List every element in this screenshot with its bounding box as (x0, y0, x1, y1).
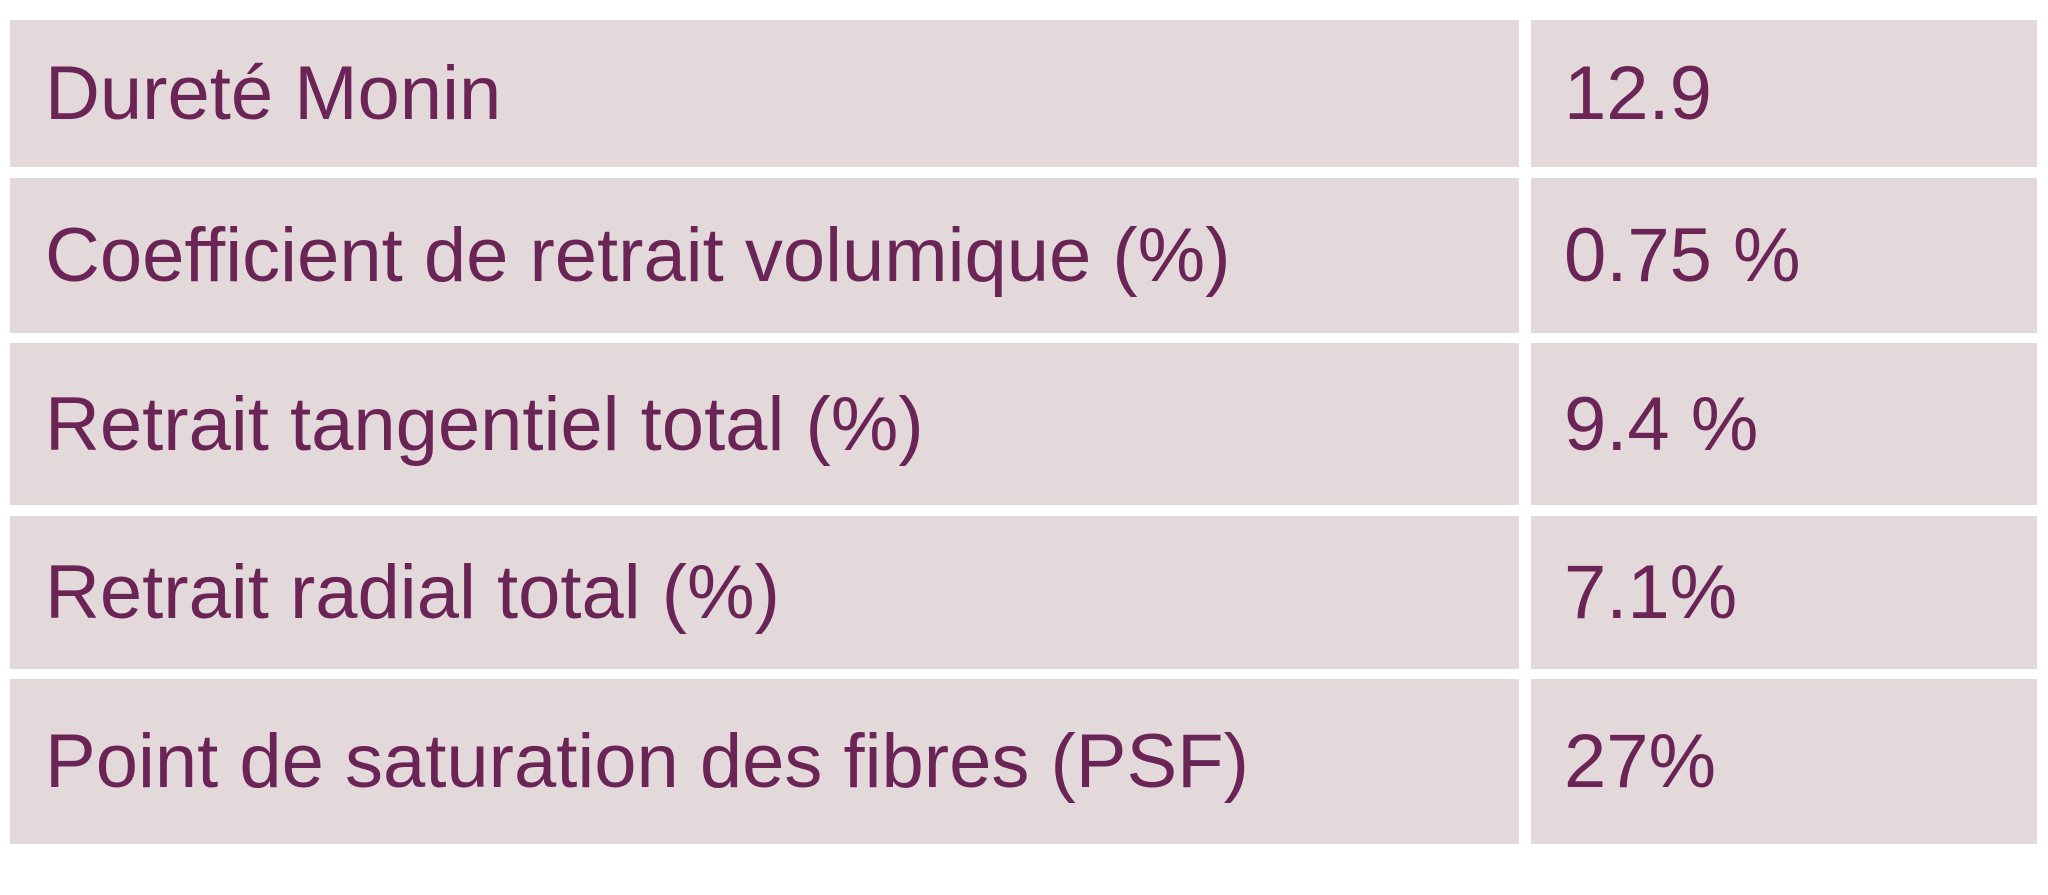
property-label: Retrait tangentiel total (%) (10, 343, 1519, 505)
property-label: Retrait radial total (%) (10, 516, 1519, 669)
property-value: 27% (1531, 679, 2037, 844)
table: Dureté Monin 12.9 Coefficient de retrait… (10, 20, 2037, 844)
property-value: 9.4 % (1531, 343, 2037, 505)
property-value: 12.9 (1531, 20, 2037, 167)
property-label: Point de saturation des fibres (PSF) (10, 679, 1519, 844)
property-value: 0.75 % (1531, 178, 2037, 333)
property-value: 7.1% (1531, 516, 2037, 669)
property-label: Coefficient de retrait volumique (%) (10, 178, 1519, 333)
property-label: Dureté Monin (10, 20, 1519, 167)
